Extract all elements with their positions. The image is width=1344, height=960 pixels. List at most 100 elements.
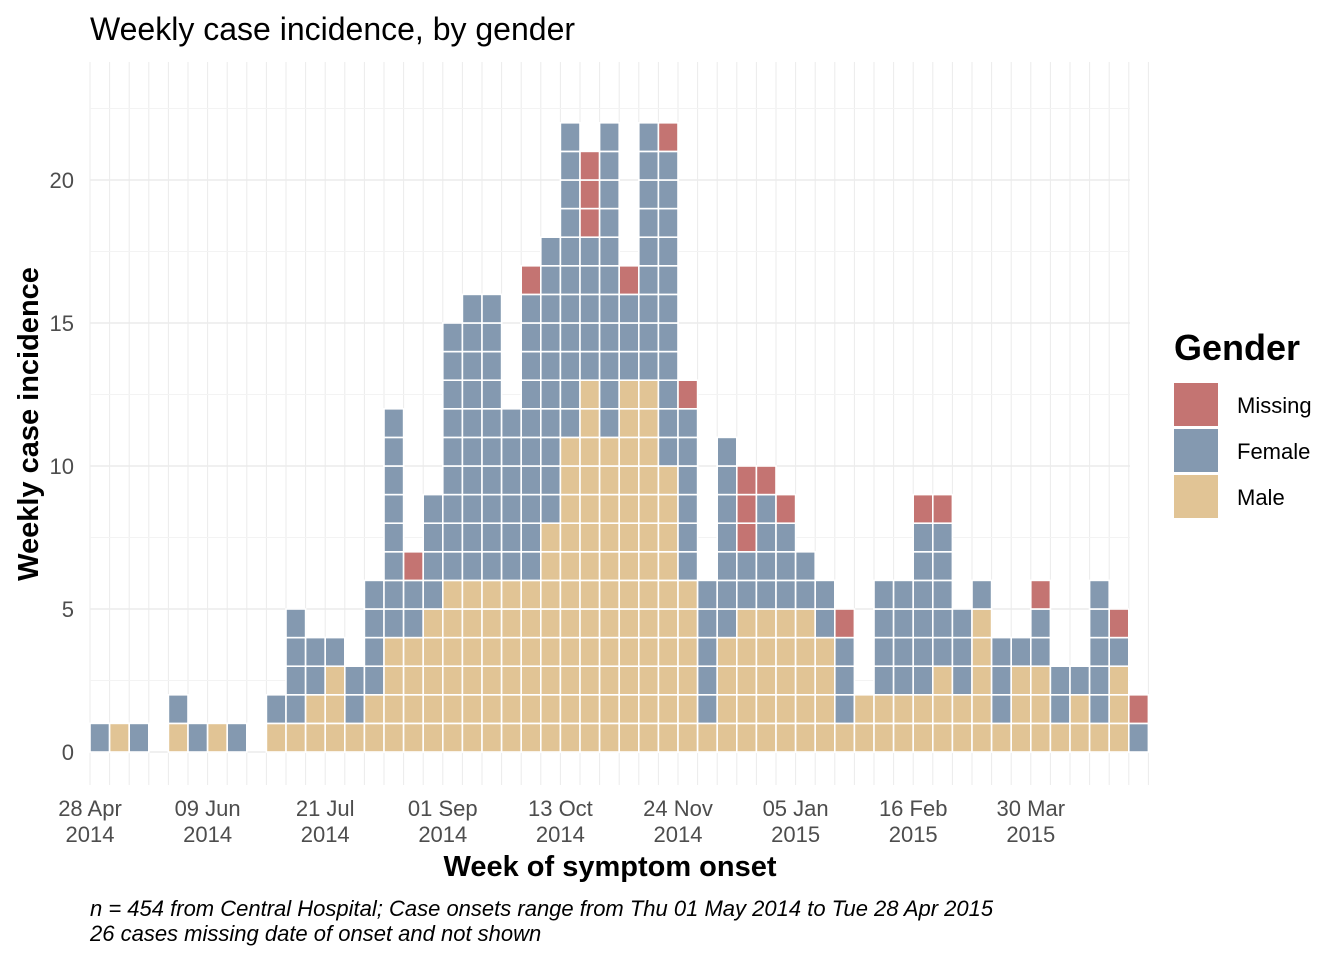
bar-cell-male	[579, 722, 601, 753]
bar-cell-female	[481, 436, 503, 467]
bar-cell-male	[559, 722, 581, 753]
bar-cell-female	[618, 322, 640, 353]
bar-cell-female	[539, 322, 562, 353]
bar-cell-male	[637, 693, 660, 725]
bar-cell-male	[579, 407, 601, 439]
bar-cell-female	[422, 579, 444, 610]
bar-cell-female	[657, 322, 679, 353]
bar-cell-missing	[912, 493, 934, 525]
bar-cell-male	[461, 579, 483, 610]
bar-cell-male	[520, 608, 542, 639]
bar-cell-male	[559, 636, 581, 667]
bar-cell-female	[775, 579, 797, 610]
bar-cell-male	[814, 636, 836, 667]
bar-cell-female	[539, 293, 562, 324]
bar-cell-male	[677, 665, 699, 696]
bar-cell-female	[520, 493, 542, 525]
bar-cell-male	[755, 693, 777, 725]
bar-cell-male	[755, 722, 777, 753]
bar-cell-male	[794, 665, 816, 696]
bar-cell-male	[637, 550, 660, 582]
bar-cell-male	[657, 579, 679, 610]
bar-cell-male	[579, 436, 601, 467]
bar-cell-male	[990, 722, 1012, 753]
bar-cell-female	[618, 293, 640, 324]
bar-cell-female	[383, 465, 405, 496]
bar-cell-female	[951, 636, 973, 667]
x-tick-label-year: 2015	[771, 822, 820, 847]
bar-cell-male	[343, 722, 366, 753]
bar-cell-female	[912, 636, 934, 667]
bar-cell-male	[794, 722, 816, 753]
bar-cell-female	[716, 579, 738, 610]
bar-cell-female	[1049, 693, 1071, 725]
bar-cell-female	[559, 379, 581, 410]
bar-cell-male	[971, 665, 993, 696]
bar-cell-male	[598, 522, 620, 553]
bar-cell-female	[383, 436, 405, 467]
bar-cell-male	[637, 436, 660, 467]
bar-cell-female	[402, 579, 425, 610]
bar-cell-female	[1030, 636, 1052, 667]
bar-cell-male	[971, 693, 993, 725]
bar-cell-female	[481, 465, 503, 496]
legend-label-female: Female	[1237, 439, 1310, 464]
bar-cell-female	[363, 608, 385, 639]
x-tick-label-year: 2014	[536, 822, 585, 847]
bar-cell-female	[1010, 636, 1032, 667]
bar-cell-male	[775, 608, 797, 639]
bar-cell-female	[912, 665, 934, 696]
bar-cell-male	[579, 465, 601, 496]
bar-cell-male	[500, 608, 523, 639]
bar-cell-female	[539, 436, 562, 467]
bar-cell-female	[931, 579, 954, 610]
bar-cell-female	[637, 150, 660, 181]
chart-title: Weekly case incidence, by gender	[90, 11, 575, 47]
bar-cell-male	[461, 636, 483, 667]
bar-cell-female	[892, 579, 914, 610]
bar-cell-female	[559, 350, 581, 382]
bar-cell-female	[833, 693, 856, 725]
bar-cell-female	[696, 665, 718, 696]
bar-cell-female	[677, 465, 699, 496]
bar-cell-male	[559, 465, 581, 496]
bar-cell-male	[598, 579, 620, 610]
bar-cell-male	[598, 493, 620, 525]
bar-cell-female	[441, 379, 464, 410]
x-tick-label-year: 2014	[654, 822, 703, 847]
bar-cell-male	[598, 608, 620, 639]
bar-cell-male	[559, 665, 581, 696]
bar-cell-female	[598, 264, 620, 296]
x-tick-label: 01 Sep	[408, 796, 478, 821]
x-tick-label: 24 Nov	[643, 796, 713, 821]
caption-line-1: n = 454 from Central Hospital; Case onse…	[90, 896, 994, 921]
bar-cell-male	[441, 693, 464, 725]
x-tick-label-year: 2015	[889, 822, 938, 847]
bar-cell-female	[598, 407, 620, 439]
bar-cell-female	[461, 293, 483, 324]
bar-cell-male	[833, 722, 856, 753]
bar-cell-male	[677, 579, 699, 610]
bar-cell-male	[892, 722, 914, 753]
bar-cell-female	[167, 693, 189, 725]
bar-cell-male	[579, 522, 601, 553]
bar-cell-female	[657, 264, 679, 296]
bar-cell-female	[657, 150, 679, 181]
bar-cell-male	[735, 722, 758, 753]
bar-cell-male	[579, 579, 601, 610]
bar-cell-female	[677, 407, 699, 439]
bar-cell-male	[383, 665, 405, 696]
bar-cell-male	[363, 693, 385, 725]
x-tick-label: 16 Feb	[879, 796, 948, 821]
bar-cell-missing	[579, 179, 601, 210]
bar-cell-male	[677, 636, 699, 667]
bar-cell-male	[1010, 722, 1032, 753]
bar-cell-female	[755, 493, 777, 525]
bar-cell-female	[559, 293, 581, 324]
bar-cell-male	[618, 493, 640, 525]
bar-cell-female	[539, 350, 562, 382]
bar-cell-male	[971, 608, 993, 639]
bars	[89, 122, 1150, 753]
bar-cell-male	[637, 493, 660, 525]
